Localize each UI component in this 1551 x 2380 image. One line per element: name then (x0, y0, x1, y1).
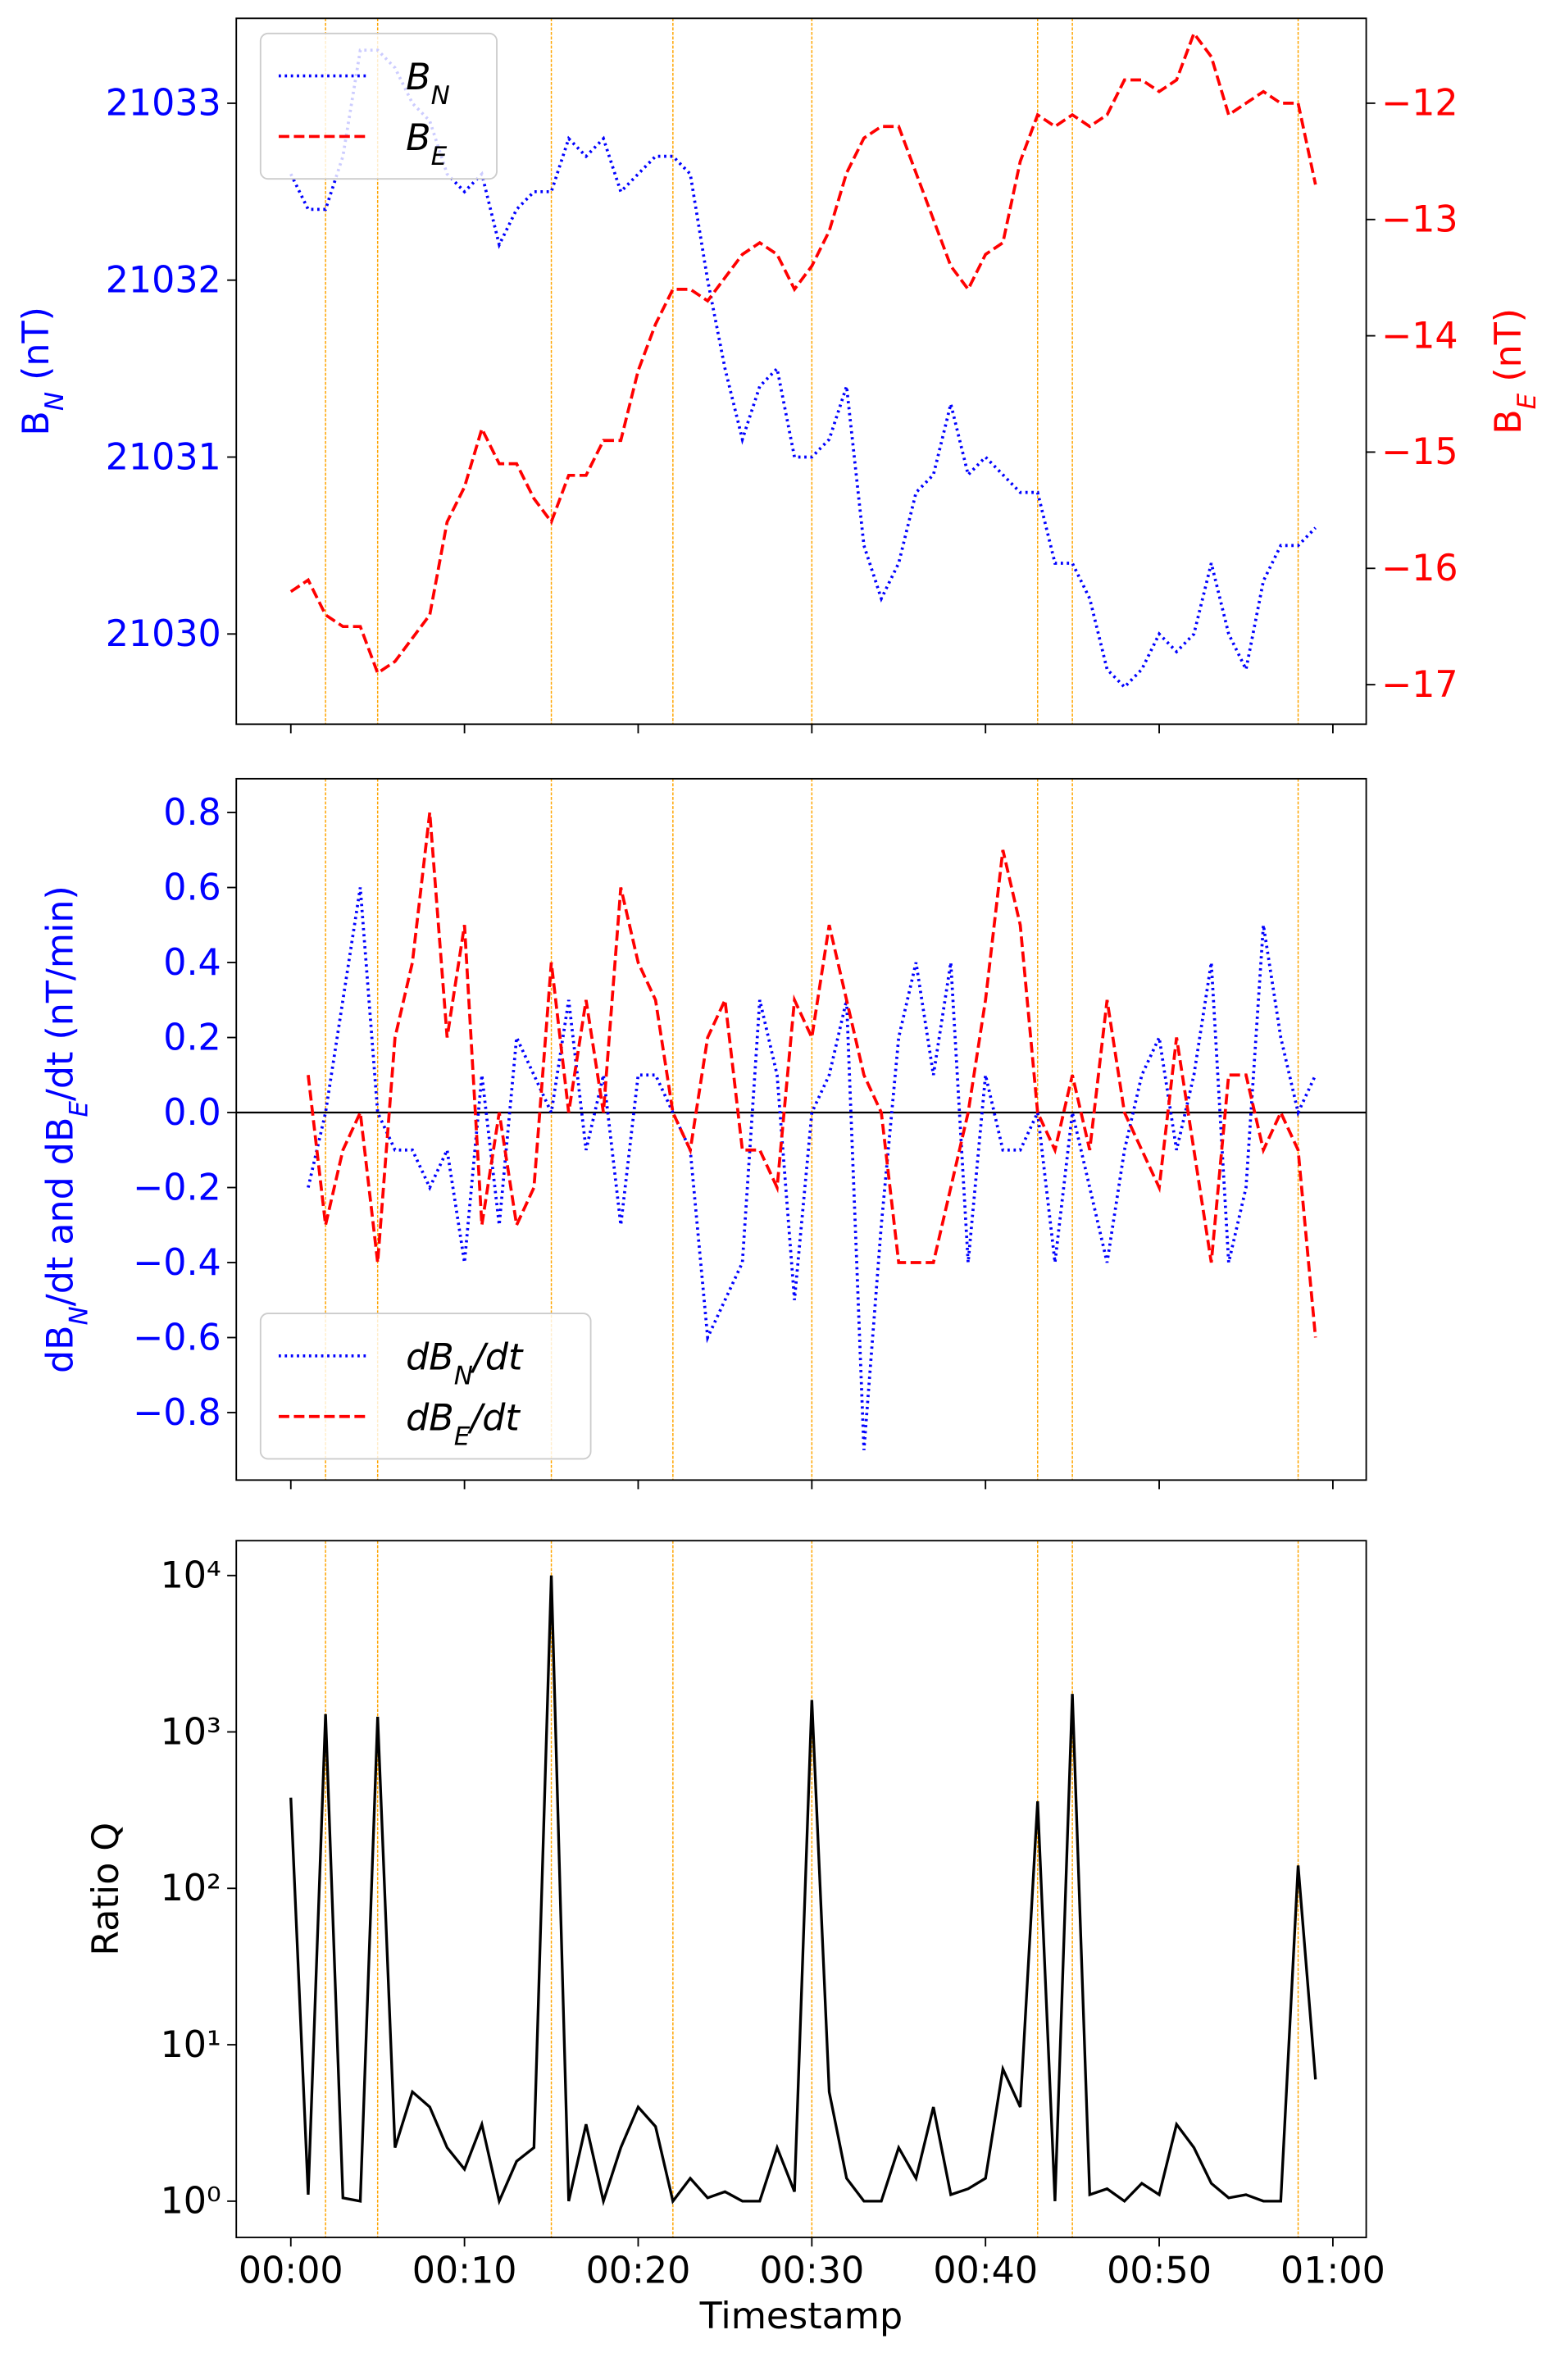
y-tick-label: 0.8 (163, 792, 221, 834)
y-tick-label: 21033 (106, 83, 221, 125)
y-tick-label: 0.4 (163, 942, 221, 984)
x-tick-label: 00:00 (239, 2250, 343, 2292)
legend-label: BN (406, 57, 450, 111)
y-tick-label: 0.6 (163, 867, 221, 908)
y-tick-label: 21031 (106, 436, 221, 478)
y2-tick-label: −13 (1381, 199, 1458, 241)
y-tick-label: −0.4 (133, 1242, 221, 1284)
legend-box (259, 1313, 592, 1460)
x-tick-label: 00:30 (759, 2250, 864, 2292)
series-line (289, 1575, 1317, 2207)
y-tick-label: 21030 (106, 613, 221, 655)
y-tick-label: −0.2 (133, 1167, 221, 1208)
y-axis-label: Ratio Q (85, 1823, 127, 1956)
x-tick-label: 00:40 (933, 2250, 1038, 2292)
x-tick-label: 01:00 (1280, 2250, 1385, 2292)
x-tick-label: 00:20 (586, 2250, 691, 2292)
plot-frame (235, 1540, 1367, 2239)
y-tick-label: 0.2 (163, 1017, 221, 1058)
y2-tick-label: −16 (1381, 548, 1458, 589)
y2-tick-label: −14 (1381, 315, 1458, 357)
x-tick-label: 00:10 (412, 2250, 517, 2292)
y-axis-label: dBN/dt and dBE/dt (nT/min) (40, 885, 94, 1373)
y-tick-label: 10⁰ (161, 2181, 221, 2223)
y-tick-label: 21032 (106, 259, 221, 301)
y-tick-label: −0.8 (133, 1392, 221, 1434)
x-axis-label: Timestamp (699, 2296, 903, 2337)
y-tick-label: 10¹ (161, 2024, 221, 2066)
y2-axis-label: BE (nT) (1488, 308, 1542, 435)
y-tick-label: 10² (161, 1868, 221, 1909)
series-line (307, 812, 1317, 1338)
plot-frame (235, 17, 1367, 726)
legend-box (259, 32, 498, 180)
y-tick-label: 0.0 (163, 1092, 221, 1134)
series-line (307, 887, 1317, 1450)
y-tick-label: 10³ (161, 1711, 221, 1753)
series-line (289, 30, 1317, 676)
y2-tick-label: −12 (1381, 83, 1458, 125)
x-tick-label: 00:50 (1107, 2250, 1212, 2292)
plot-frame (235, 777, 1367, 1481)
y2-tick-label: −17 (1381, 664, 1458, 706)
legend-label: dBE/dt (406, 1397, 521, 1451)
y-axis-label: BN (nT) (16, 307, 70, 436)
legend-label: dBN/dt (406, 1336, 524, 1390)
y2-tick-label: −15 (1381, 431, 1458, 473)
y-tick-label: −0.6 (133, 1317, 221, 1358)
y-tick-label: 10⁴ (161, 1555, 221, 1597)
legend-label: BE (406, 117, 447, 171)
